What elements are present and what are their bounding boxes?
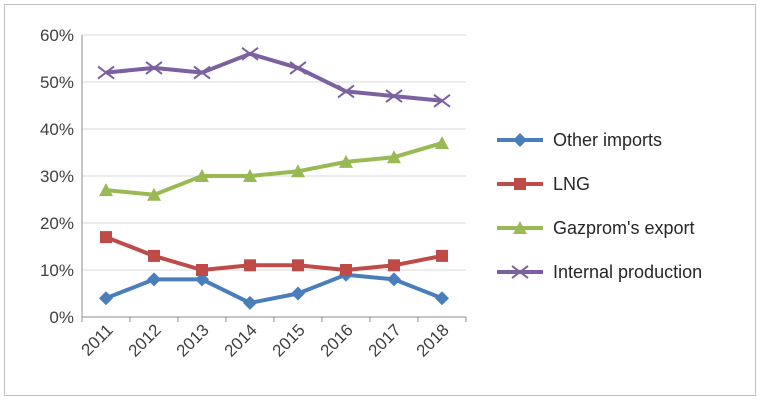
data-point-gazprom-s-export [147, 187, 161, 201]
data-point-internal-production [97, 65, 115, 80]
data-point-lng [196, 264, 208, 276]
series-line-other-imports [105, 272, 443, 305]
legend-item-internal-production: Internal production [497, 262, 702, 282]
y-tick-label: 0% [49, 308, 74, 327]
data-point-lng [436, 249, 448, 262]
data-point-internal-production [241, 46, 259, 61]
y-tick-label: 40% [40, 120, 74, 139]
data-point-lng [244, 259, 256, 272]
data-point-internal-production [337, 84, 355, 99]
legend-swatch-marker [514, 178, 526, 190]
legend-label: Gazprom's export [553, 218, 695, 238]
data-point-gazprom-s-export [339, 154, 353, 168]
y-tick-label: 20% [40, 214, 74, 233]
legend-item-gazprom-s-export: Gazprom's export [497, 218, 695, 238]
series-line-lng [105, 235, 443, 272]
y-tick-label: 30% [40, 167, 74, 186]
x-tick-label: 2015 [269, 320, 309, 360]
x-tick-label: 2014 [221, 320, 261, 360]
data-point-other-imports [291, 286, 305, 301]
legend-label: Other imports [553, 130, 662, 150]
data-point-lng [100, 231, 112, 244]
y-tick-label: 50% [40, 73, 74, 92]
data-point-gazprom-s-export [99, 183, 113, 197]
x-tick-label: 2013 [173, 320, 213, 360]
data-point-other-imports [147, 272, 161, 287]
series-group [97, 46, 451, 310]
x-tick-label: 2011 [78, 320, 117, 359]
data-point-internal-production [289, 61, 307, 75]
legend: Other imports LNG Gazprom's export Internal… [497, 130, 702, 282]
y-tick-label: 10% [40, 261, 74, 280]
legend-swatch-marker [513, 221, 527, 234]
data-point-gazprom-s-export [243, 169, 257, 182]
legend-label: LNG [553, 174, 590, 194]
data-point-lng [148, 249, 160, 262]
series-gazprom-s-export [99, 136, 449, 201]
legend-swatch-marker [511, 265, 529, 279]
series-line-internal-production [105, 51, 443, 103]
y-axis-tick-labels: 0% 10% 20% 30% 40% 50% 60% [40, 26, 74, 327]
x-tick-label: 2012 [125, 320, 165, 360]
data-point-internal-production [385, 89, 403, 103]
legend-item-other-imports: Other imports [497, 130, 662, 150]
data-point-internal-production [145, 61, 163, 75]
x-tick-label: 2017 [365, 320, 405, 360]
data-point-gazprom-s-export [435, 136, 449, 150]
data-point-internal-production [193, 65, 211, 80]
data-point-other-imports [243, 295, 257, 310]
data-point-lng [292, 259, 304, 272]
data-point-gazprom-s-export [195, 169, 209, 182]
data-point-gazprom-s-export [387, 150, 401, 164]
series-internal-production [97, 46, 451, 108]
series-lng [100, 231, 448, 276]
data-point-internal-production [433, 94, 451, 108]
gridlines [82, 34, 466, 271]
data-point-lng [340, 264, 352, 276]
data-point-other-imports [387, 272, 401, 287]
legend-item-lng: LNG [497, 174, 590, 194]
series-other-imports [99, 267, 449, 310]
data-point-other-imports [99, 291, 113, 306]
axes [81, 35, 467, 322]
x-tick-label: 2018 [413, 320, 453, 360]
series-line-gazprom-s-export [105, 141, 443, 197]
data-point-other-imports [435, 291, 449, 306]
data-point-gazprom-s-export [291, 164, 305, 178]
legend-swatch-marker [513, 133, 527, 147]
x-tick-label: 2016 [317, 320, 357, 360]
x-axis-tick-labels: 2011 2012 2013 2014 2015 2016 2017 2018 [78, 320, 453, 360]
legend-label: Internal production [553, 262, 702, 282]
y-tick-label: 60% [40, 26, 74, 45]
data-point-lng [388, 259, 400, 272]
